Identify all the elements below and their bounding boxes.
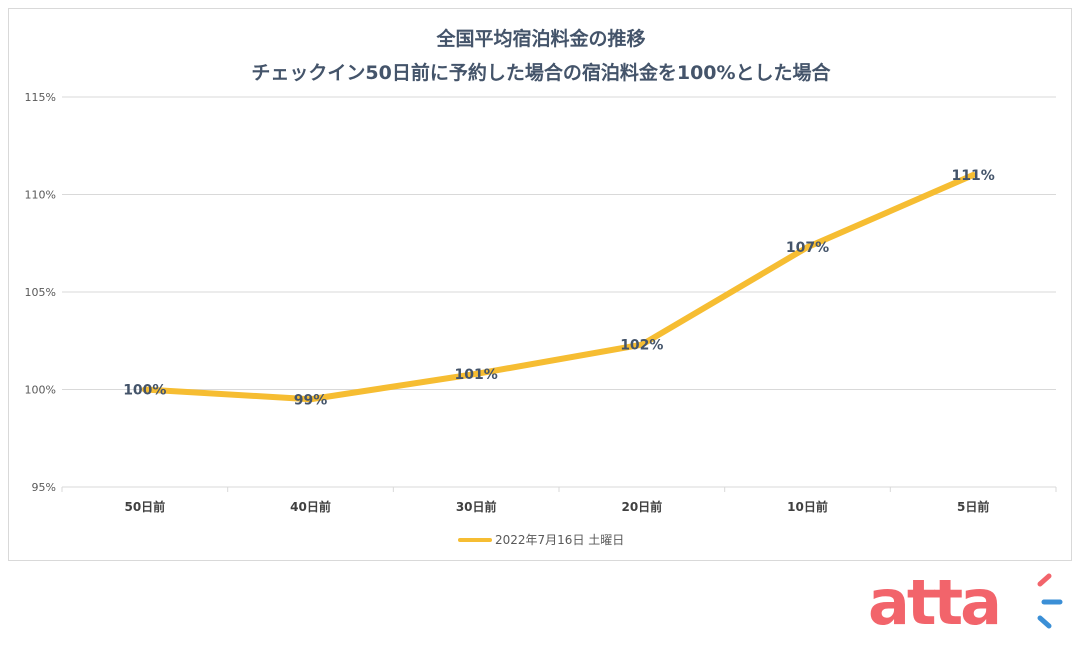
y-tick-label: 100%	[25, 384, 56, 397]
chart-subtitle: チェックイン50日前に予約した場合の宿泊料金を100%とした場合	[251, 61, 831, 84]
x-tick-label: 20日前	[621, 499, 662, 514]
y-tick-label: 105%	[25, 286, 56, 299]
data-point	[970, 172, 977, 178]
x-tick-label: 30日前	[456, 499, 497, 514]
data-point	[638, 341, 645, 348]
line-chart: 全国平均宿泊料金の推移 チェックイン50日前に予約した場合の宿泊料金を100%と…	[25, 27, 1057, 547]
series-layer	[141, 172, 977, 403]
chart-title: 全国平均宿泊料金の推移	[435, 27, 645, 50]
y-tick-label: 115%	[25, 91, 56, 104]
x-tick-label: 5日前	[957, 499, 989, 514]
x-tick-label: 10日前	[787, 499, 828, 514]
data-point	[804, 244, 811, 251]
legend: 2022年7月16日 土曜日	[458, 533, 624, 547]
grid-lines	[61, 96, 1057, 492]
x-tick-label: 40日前	[290, 499, 331, 514]
chart-frame: 全国平均宿泊料金の推移 チェックイン50日前に予約した場合の宿泊料金を100%と…	[8, 8, 1072, 561]
logo-accent-top	[1037, 573, 1052, 587]
data-labels: 100% 99% 101% 102% 107% 111%	[123, 168, 995, 408]
data-label: 102%	[620, 338, 663, 354]
atta-logo-wordmark: atta	[868, 572, 999, 634]
data-point	[141, 386, 148, 393]
data-point	[307, 396, 314, 403]
y-tick-label: 110%	[25, 189, 56, 202]
data-label: 100%	[123, 383, 166, 399]
y-axis-tick-labels: 95% 100% 105% 110% 115%	[25, 91, 56, 494]
data-point	[473, 370, 480, 377]
x-axis-tick-labels: 50日前 40日前 30日前 20日前 10日前 5日前	[124, 499, 989, 514]
x-tick-label: 50日前	[124, 499, 165, 514]
data-label: 99%	[294, 392, 328, 408]
atta-logo: atta	[868, 572, 1063, 634]
logo-accent-bottom	[1037, 615, 1052, 629]
series-line-0	[141, 172, 977, 403]
y-tick-label: 95%	[32, 481, 56, 494]
data-label: 111%	[952, 168, 995, 184]
data-label: 101%	[455, 367, 498, 383]
legend-label: 2022年7月16日 土曜日	[495, 533, 624, 547]
data-label: 107%	[786, 240, 829, 256]
